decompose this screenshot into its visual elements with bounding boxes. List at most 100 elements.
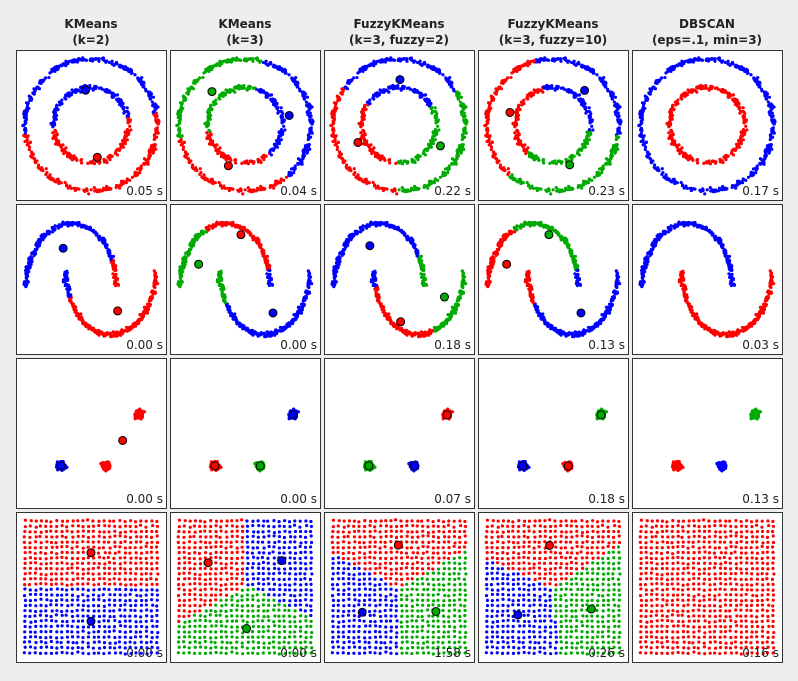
data-point — [733, 64, 738, 69]
data-point — [258, 159, 262, 163]
data-point — [428, 181, 433, 185]
data-point — [83, 224, 87, 229]
data-point — [411, 89, 415, 93]
data-point — [114, 150, 118, 154]
data-point — [372, 93, 376, 97]
data-point — [217, 272, 221, 276]
data-point — [645, 155, 649, 159]
data-point — [49, 121, 53, 126]
data-point — [645, 150, 650, 154]
data-point — [80, 161, 84, 165]
data-point — [51, 131, 55, 135]
data-point — [248, 233, 252, 237]
centroid — [505, 107, 515, 117]
data-point — [554, 162, 559, 166]
data-point — [306, 284, 310, 288]
data-point — [518, 108, 522, 112]
data-point — [108, 331, 112, 335]
data-point — [251, 234, 256, 238]
data-point — [368, 98, 372, 102]
data-point — [660, 172, 664, 176]
data-point — [464, 119, 469, 123]
data-point — [204, 226, 208, 230]
data-point — [178, 121, 182, 125]
data-point — [104, 245, 108, 249]
data-point — [331, 134, 336, 139]
data-point — [610, 91, 614, 95]
data-point — [551, 161, 556, 165]
data-point — [547, 188, 551, 192]
data-point — [269, 97, 273, 101]
data-point — [758, 162, 762, 166]
data-point — [79, 315, 83, 319]
data-point — [52, 110, 56, 114]
data-point — [261, 60, 266, 65]
data-point — [348, 168, 353, 172]
data-point — [371, 96, 375, 100]
data-point — [155, 114, 159, 118]
data-point — [279, 177, 283, 181]
data-point — [362, 180, 366, 184]
data-point — [29, 150, 34, 154]
data-point — [704, 86, 708, 90]
data-point — [236, 188, 240, 192]
data-point — [766, 100, 770, 104]
data-point — [63, 96, 67, 100]
data-point — [150, 296, 154, 300]
data-point — [526, 93, 530, 97]
data-point — [639, 139, 643, 144]
data-point — [177, 283, 181, 287]
data-point — [438, 71, 442, 75]
data-point — [184, 252, 188, 256]
data-point — [207, 129, 212, 133]
data-point — [88, 227, 92, 232]
data-point — [590, 178, 594, 182]
data-point — [129, 128, 133, 132]
data-point — [98, 188, 102, 192]
data-point — [433, 106, 437, 110]
data-point — [86, 161, 90, 165]
data-point — [217, 275, 221, 279]
data-point — [257, 89, 261, 93]
data-point — [731, 153, 736, 157]
data-point — [177, 114, 181, 118]
data-point — [67, 299, 72, 303]
data-point — [247, 329, 252, 333]
data-point — [214, 98, 218, 102]
data-point — [55, 132, 59, 137]
data-point — [516, 180, 520, 184]
data-point — [559, 57, 563, 61]
data-point — [64, 221, 69, 225]
data-point — [74, 222, 78, 226]
data-point — [648, 87, 652, 91]
data-point — [366, 144, 371, 148]
data-point — [91, 87, 95, 91]
data-point — [111, 91, 115, 95]
data-point — [24, 267, 29, 271]
panel: 0.00 s — [170, 204, 321, 355]
data-point — [229, 88, 234, 92]
data-point — [278, 325, 283, 330]
data-point — [46, 175, 50, 179]
data-point — [430, 67, 434, 71]
data-point — [115, 97, 119, 101]
data-point — [597, 167, 602, 171]
data-point — [56, 225, 60, 229]
data-point — [676, 102, 680, 106]
data-point — [609, 156, 613, 161]
data-point — [668, 67, 673, 71]
data-point — [223, 92, 227, 97]
data-point — [66, 283, 71, 287]
data-point — [133, 73, 137, 77]
data-point — [292, 171, 296, 175]
data-point — [604, 162, 608, 166]
data-point — [689, 187, 693, 191]
data-point — [59, 181, 63, 185]
time-label: 0.22 s — [434, 184, 471, 198]
data-point — [700, 58, 705, 62]
data-point — [84, 58, 89, 62]
data-point — [136, 318, 141, 322]
data-point — [262, 331, 266, 335]
data-point — [107, 156, 111, 160]
data-point — [58, 144, 63, 148]
